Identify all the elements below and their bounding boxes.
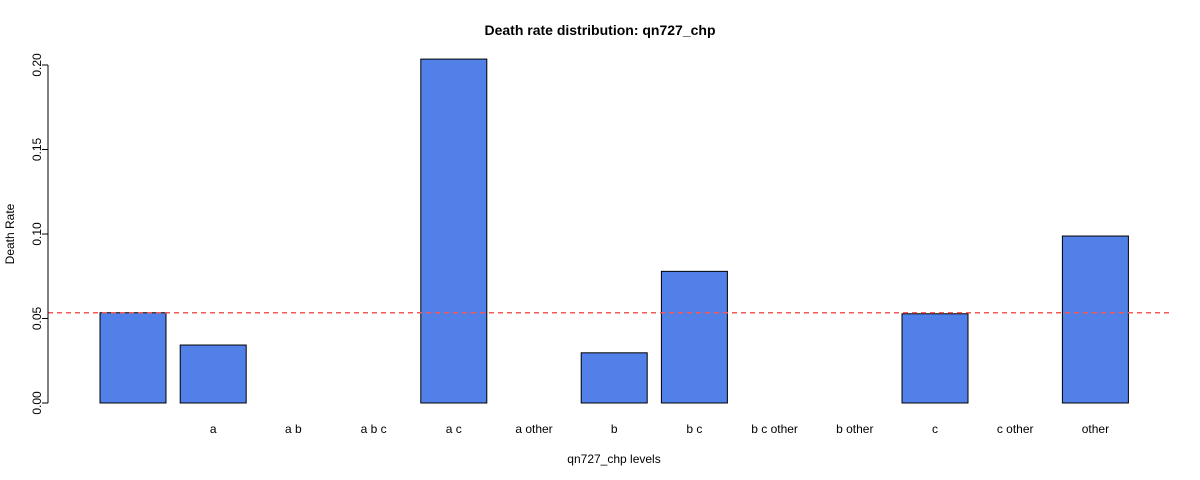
y-tick-label: 0.15 [30, 137, 44, 161]
x-tick-label: b c other [751, 422, 798, 436]
x-tick-label: b other [836, 422, 873, 436]
bar-c [901, 313, 969, 404]
bar-b-c [660, 270, 728, 404]
x-axis-label: qn727_chp levels [567, 452, 660, 466]
x-tick-labels: a a b a b c a c a other b b c b c other b other c… [210, 422, 1109, 436]
y-tick-label: 0.05 [30, 306, 44, 330]
bar-other [1061, 235, 1129, 404]
x-tick-label: a c [446, 422, 462, 436]
x-tick-label: a other [515, 422, 552, 436]
y-tick-label: 0.00 [30, 391, 44, 415]
x-tick-label: c other [997, 422, 1034, 436]
x-tick-label: a b [285, 422, 302, 436]
x-tick-label: other [1082, 422, 1109, 436]
bar-b [580, 352, 648, 404]
y-axis: 0.00 0.05 0.10 0.15 0.20 [30, 53, 49, 415]
x-tick-label: c [932, 422, 938, 436]
x-tick-label: b c [686, 422, 702, 436]
x-tick-label: b [611, 422, 618, 436]
bars-group [99, 58, 1129, 404]
x-tick-label: a b c [361, 422, 387, 436]
bar-a-c [420, 58, 488, 404]
y-axis-label: Death Rate [3, 203, 17, 264]
chart-title: Death rate distribution: qn727_chp [484, 22, 715, 38]
y-tick-label: 0.10 [30, 222, 44, 246]
bar-a [179, 344, 247, 404]
bar-blank [99, 312, 167, 404]
y-tick-label: 0.20 [30, 53, 44, 77]
x-tick-label: a [210, 422, 217, 436]
